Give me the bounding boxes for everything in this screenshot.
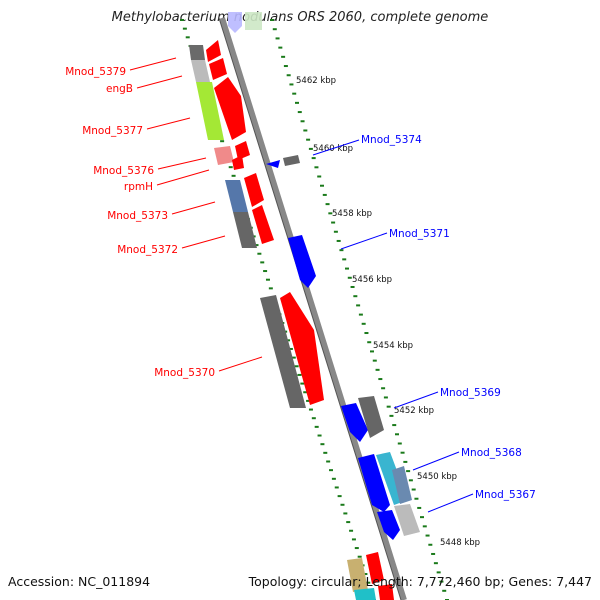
summary-text: Topology: circular; Length: 7,772,460 bp… — [248, 574, 592, 589]
gene-label-forward: Mnod_5370 — [154, 367, 215, 379]
gene-leader-line — [218, 356, 263, 372]
steel-feature — [392, 466, 412, 504]
light-gray-feature — [191, 60, 210, 82]
gray-feature — [189, 45, 205, 60]
gene-label-reverse: Mnod_5369 — [440, 387, 501, 399]
red-arrow-feature — [252, 205, 274, 244]
gene-label-forward: Mnod_5373 — [107, 210, 168, 222]
red-arrow-feature — [378, 584, 394, 600]
gene-label-forward: Mnod_5376 — [93, 165, 154, 177]
blue-reverse-arrow — [288, 235, 316, 288]
gene-leader-line — [136, 75, 183, 89]
gene-leader-line — [412, 451, 460, 471]
cyan-feature — [354, 588, 376, 600]
genome-backbone-edge — [218, 17, 402, 600]
kbp-label: 5456 kbp — [352, 275, 392, 285]
gene-label-forward: Mnod_5372 — [117, 244, 178, 256]
blue-reverse-arrow — [377, 510, 400, 540]
red-arrow-feature — [209, 58, 227, 80]
gene-label-reverse: Mnod_5368 — [461, 447, 522, 459]
kbp-label: 5458 kbp — [332, 209, 372, 219]
kbp-label: 5454 kbp — [373, 341, 413, 351]
gene-label-forward: rpmH — [124, 181, 153, 193]
genome-backbone — [219, 17, 407, 600]
red-arrow-feature — [235, 141, 250, 160]
gene-labels: Mnod_5379 engB Mnod_5377 Mnod_5376 rpmH Mnod_… — [65, 57, 536, 513]
blue-gray-feature — [225, 180, 248, 212]
kbp-label: 5462 kbp — [296, 76, 336, 86]
gene-leader-line — [427, 493, 474, 513]
kbp-labels: 5462 kbp 5460 kbp 5458 kbp 5456 kbp 5454 kbp… — [296, 76, 480, 548]
blue-reverse-arrow — [358, 454, 390, 512]
faint-blue-feature — [228, 12, 242, 33]
gene-leader-line — [146, 117, 191, 130]
red-arrow-feature — [232, 155, 244, 170]
kbp-label: 5450 kbp — [417, 472, 457, 482]
accession-text: Accession: NC_011894 — [8, 574, 151, 589]
red-arrow-feature — [244, 173, 264, 207]
gene-label-reverse: Mnod_5371 — [389, 228, 450, 240]
gene-leader-line — [181, 235, 226, 249]
gene-leader-line — [157, 157, 207, 170]
gray-feature — [283, 155, 300, 166]
red-large-arrow — [214, 77, 246, 140]
gene-leader-line — [156, 169, 210, 186]
gene-leader-line — [312, 139, 360, 156]
gray-feature — [358, 396, 384, 438]
kbp-label: 5460 kbp — [313, 144, 353, 154]
gene-leader-line — [393, 391, 439, 409]
red-large-arrow — [280, 292, 324, 405]
red-arrow-feature — [366, 552, 384, 584]
gene-label-reverse: Mnod_5367 — [475, 489, 536, 501]
khaki-feature — [347, 558, 368, 592]
kbp-label: 5452 kbp — [394, 406, 434, 416]
gene-leader-line — [171, 201, 216, 215]
red-arrow-feature — [206, 40, 221, 62]
gray-large-feature — [260, 295, 306, 408]
gray-feature — [233, 212, 257, 248]
blue-reverse-feature — [266, 160, 280, 168]
pink-feature — [214, 146, 234, 165]
light-gray-feature — [394, 504, 420, 536]
gene-label-forward: engB — [106, 83, 133, 95]
kbp-label: 5448 kbp — [440, 538, 480, 548]
map-title: Methylobacterium nodulans ORS 2060, comp… — [111, 10, 489, 25]
gene-leader-line — [129, 57, 177, 71]
faint-green-feature — [245, 12, 262, 30]
gene-label-forward: Mnod_5377 — [82, 125, 143, 137]
gene-label-reverse: Mnod_5374 — [361, 134, 422, 146]
lime-feature — [196, 82, 224, 140]
gene-label-forward: Mnod_5379 — [65, 66, 126, 78]
blue-reverse-arrow — [341, 403, 368, 442]
features — [189, 12, 420, 600]
gene-leader-line — [340, 232, 388, 250]
